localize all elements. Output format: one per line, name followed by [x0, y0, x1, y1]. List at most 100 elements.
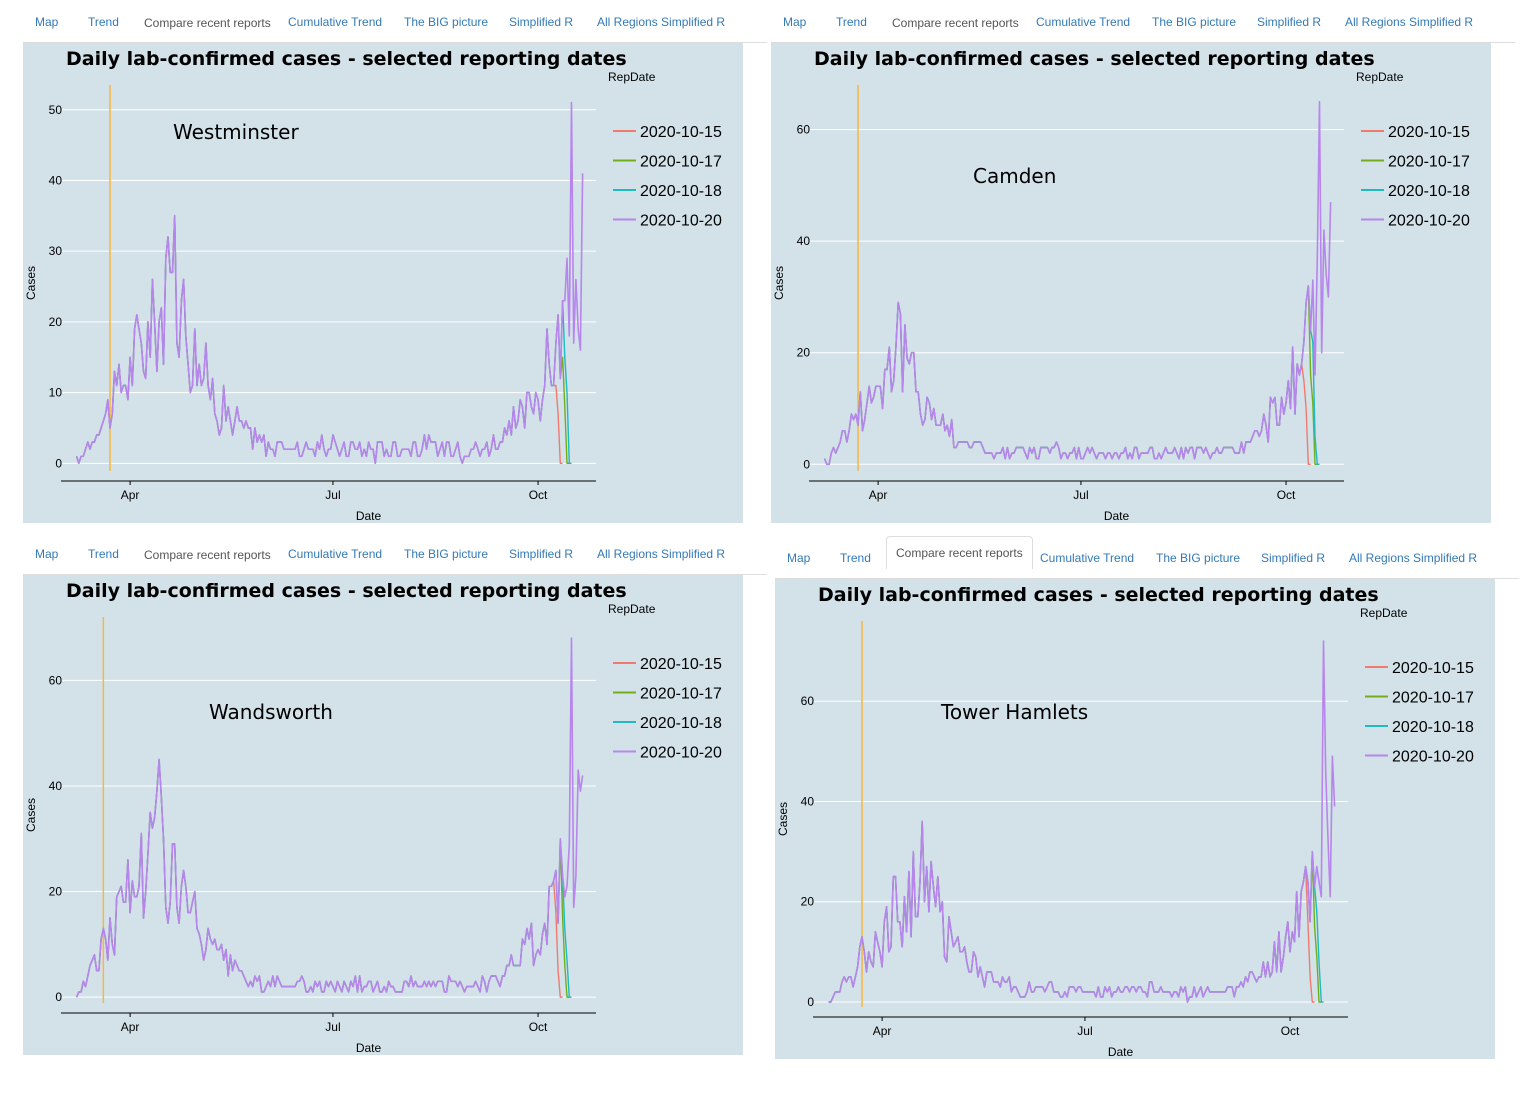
- legend-entry[interactable]: 2020-10-17: [640, 686, 722, 703]
- tab-compare-recent-reports[interactable]: Compare recent reports: [134, 532, 281, 574]
- line-chart: Daily lab-confirmed cases - selected rep…: [24, 580, 722, 1055]
- tab-simplified-r[interactable]: Simplified R: [1261, 551, 1326, 565]
- tab-simplified-r[interactable]: Simplified R: [509, 547, 574, 561]
- y-tick-label: 0: [55, 456, 62, 470]
- tab-bar: Map Trend Compare recent reports Cumulative…: [23, 532, 767, 575]
- tab-map[interactable]: Map: [783, 15, 807, 29]
- legend-entry[interactable]: 2020-10-15: [1392, 660, 1474, 677]
- tab-map[interactable]: Map: [35, 15, 59, 29]
- y-tick-label: 50: [49, 103, 63, 117]
- legend-entry[interactable]: 2020-10-20: [1392, 749, 1474, 766]
- tab-map[interactable]: Map: [35, 547, 59, 561]
- tab-trend[interactable]: Trend: [836, 15, 867, 29]
- region-label: Tower Hamlets: [940, 700, 1088, 724]
- tab-simplified-r[interactable]: Simplified R: [509, 15, 574, 29]
- chart-title: Daily lab-confirmed cases - selected rep…: [66, 580, 627, 602]
- x-tick-label: Oct: [1277, 488, 1296, 502]
- legend-entry[interactable]: 2020-10-18: [1388, 183, 1470, 200]
- chart-panel-tower-hamlets: Map Trend Compare recent reports Cumulative…: [775, 536, 1519, 1068]
- legend-entry[interactable]: 2020-10-15: [1388, 124, 1470, 141]
- x-tick-label: Apr: [873, 1024, 892, 1038]
- x-tick-label: Jul: [1077, 1024, 1092, 1038]
- x-tick-label: Apr: [121, 1020, 140, 1034]
- x-tick-label: Oct: [529, 1020, 548, 1034]
- tab-the-big-picture[interactable]: The BIG picture: [404, 15, 489, 29]
- series-line-2020-10-20: [75, 637, 584, 998]
- series-line-2020-10-18: [823, 285, 1320, 465]
- x-axis-label: Date: [356, 509, 382, 523]
- legend-entry[interactable]: 2020-10-20: [1388, 213, 1470, 230]
- tab-trend[interactable]: Trend: [88, 547, 119, 561]
- y-tick-label: 40: [801, 794, 815, 808]
- legend-entry[interactable]: 2020-10-18: [1392, 719, 1474, 736]
- y-tick-label: 20: [801, 895, 815, 909]
- x-tick-label: Oct: [529, 488, 548, 502]
- tab-all-regions-simplified-r[interactable]: All Regions Simplified R: [597, 15, 726, 29]
- tab-the-big-picture[interactable]: The BIG picture: [1156, 551, 1241, 565]
- tab-map[interactable]: Map: [787, 551, 811, 565]
- series-line-2020-10-20: [823, 100, 1332, 466]
- line-chart: Daily lab-confirmed cases - selected rep…: [24, 48, 722, 523]
- series-line-2020-10-15: [75, 758, 563, 998]
- y-tick-label: 20: [49, 315, 63, 329]
- x-tick-label: Jul: [325, 488, 340, 502]
- chart-title: Daily lab-confirmed cases - selected rep…: [818, 584, 1379, 606]
- y-axis-label: Cases: [776, 802, 790, 836]
- y-tick-label: 60: [801, 694, 815, 708]
- y-tick-label: 30: [49, 244, 63, 258]
- chart-panel-wandsworth: Map Trend Compare recent reports Cumulative…: [23, 532, 767, 1064]
- legend-title: RepDate: [1356, 70, 1404, 84]
- x-tick-label: Oct: [1281, 1024, 1300, 1038]
- tab-the-big-picture[interactable]: The BIG picture: [404, 547, 489, 561]
- legend-entry[interactable]: 2020-10-17: [640, 154, 722, 171]
- tab-bar: Map Trend Compare recent reports Cumulative…: [23, 0, 767, 43]
- tab-cumulative-trend[interactable]: Cumulative Trend: [288, 15, 383, 29]
- legend-entry[interactable]: 2020-10-20: [640, 745, 722, 762]
- legend-entry[interactable]: 2020-10-15: [640, 656, 722, 673]
- legend-entry[interactable]: 2020-10-18: [640, 715, 722, 732]
- chart-panel-westminster: Map Trend Compare recent reports Cumulative…: [23, 0, 767, 532]
- tab-bar: Map Trend Compare recent reports Cumulative…: [775, 536, 1519, 579]
- legend-entry[interactable]: 2020-10-20: [640, 213, 722, 230]
- y-tick-label: 0: [803, 457, 810, 471]
- tab-all-regions-simplified-r[interactable]: All Regions Simplified R: [597, 547, 726, 561]
- legend-entry[interactable]: 2020-10-17: [1388, 154, 1470, 171]
- plot-area: Daily lab-confirmed cases - selected rep…: [775, 579, 1495, 1059]
- series-line-2020-10-17: [75, 758, 570, 998]
- x-tick-label: Jul: [325, 1020, 340, 1034]
- series-line-2020-10-20: [75, 101, 584, 465]
- x-tick-label: Apr: [869, 488, 888, 502]
- y-tick-label: 20: [49, 885, 63, 899]
- y-tick-label: 40: [49, 173, 63, 187]
- tab-compare-recent-reports[interactable]: Compare recent reports: [882, 0, 1029, 42]
- plot-area: Daily lab-confirmed cases - selected rep…: [771, 43, 1491, 523]
- tab-compare-recent-reports[interactable]: Compare recent reports: [886, 536, 1033, 569]
- legend-title: RepDate: [608, 70, 656, 84]
- y-tick-label: 40: [49, 779, 63, 793]
- y-tick-label: 20: [797, 346, 811, 360]
- tab-cumulative-trend[interactable]: Cumulative Trend: [1040, 551, 1135, 565]
- tab-simplified-r[interactable]: Simplified R: [1257, 15, 1322, 29]
- tab-trend[interactable]: Trend: [88, 15, 119, 29]
- tab-compare-recent-reports[interactable]: Compare recent reports: [134, 0, 281, 42]
- legend-entry[interactable]: 2020-10-18: [640, 183, 722, 200]
- legend-entry[interactable]: 2020-10-17: [1392, 690, 1474, 707]
- y-axis-label: Cases: [24, 798, 38, 832]
- x-tick-label: Jul: [1073, 488, 1088, 502]
- line-chart: Daily lab-confirmed cases - selected rep…: [772, 48, 1470, 523]
- series-line-2020-10-18: [75, 758, 572, 998]
- y-axis-label: Cases: [24, 266, 38, 300]
- tab-the-big-picture[interactable]: The BIG picture: [1152, 15, 1237, 29]
- series-line-2020-10-20: [828, 640, 1336, 1003]
- tab-bar: Map Trend Compare recent reports Cumulative…: [771, 0, 1515, 43]
- tab-all-regions-simplified-r[interactable]: All Regions Simplified R: [1345, 15, 1474, 29]
- x-axis-label: Date: [1104, 509, 1130, 523]
- tab-cumulative-trend[interactable]: Cumulative Trend: [288, 547, 383, 561]
- tab-trend[interactable]: Trend: [840, 551, 871, 565]
- chart-panel-camden: Map Trend Compare recent reports Cumulative…: [771, 0, 1515, 532]
- tab-all-regions-simplified-r[interactable]: All Regions Simplified R: [1349, 551, 1478, 565]
- tab-cumulative-trend[interactable]: Cumulative Trend: [1036, 15, 1131, 29]
- legend-entry[interactable]: 2020-10-15: [640, 124, 722, 141]
- y-tick-label: 40: [797, 234, 811, 248]
- legend-title: RepDate: [608, 602, 656, 616]
